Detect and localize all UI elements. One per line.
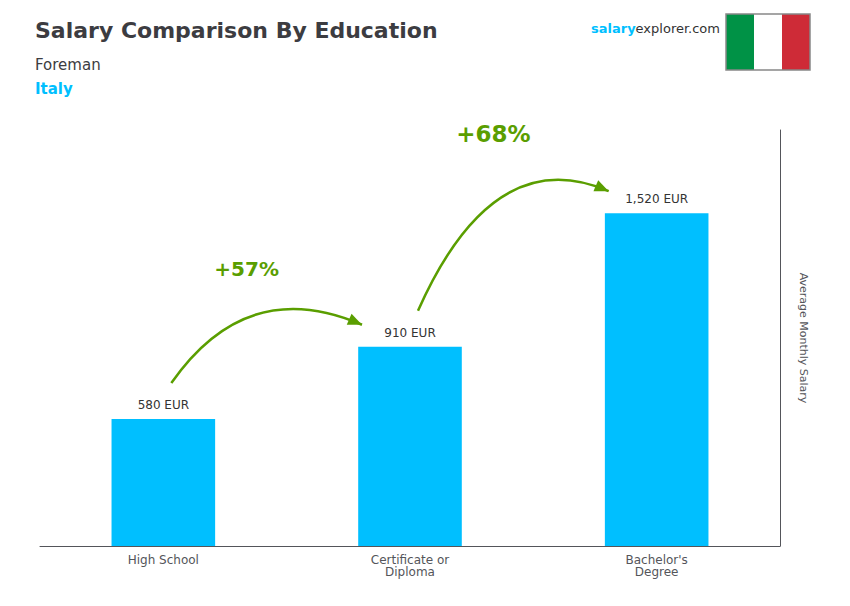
svg-text:salary: salary — [591, 21, 636, 36]
svg-text:Certificate or: Certificate or — [370, 553, 450, 567]
svg-text:High School: High School — [128, 553, 199, 567]
svg-text:Salary Comparison By Education: Salary Comparison By Education — [35, 18, 438, 43]
svg-text:+68%: +68% — [456, 121, 530, 147]
svg-text:Average Monthly Salary: Average Monthly Salary — [797, 273, 810, 404]
svg-text:Bachelor's: Bachelor's — [625, 553, 688, 567]
svg-text:1,520 EUR: 1,520 EUR — [625, 192, 688, 206]
svg-text:explorer.com: explorer.com — [636, 21, 720, 36]
svg-text:Italy: Italy — [35, 80, 73, 98]
svg-text:Diploma: Diploma — [385, 565, 435, 579]
svg-text:580 EUR: 580 EUR — [138, 398, 189, 412]
svg-text:Foreman: Foreman — [35, 56, 101, 74]
svg-text:910 EUR: 910 EUR — [384, 326, 435, 340]
svg-text:+57%: +57% — [214, 257, 279, 281]
svg-text:Degree: Degree — [635, 565, 679, 579]
